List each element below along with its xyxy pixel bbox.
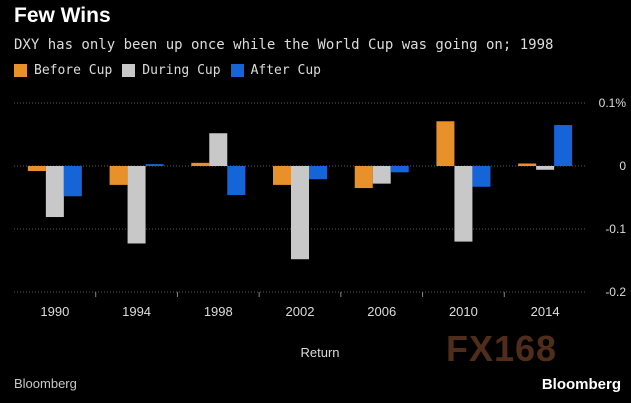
bar-after-2014 [554,125,573,166]
x-tick-label: 2002 [286,304,315,319]
x-tick-label: 1994 [122,304,151,319]
y-tick-label: 0.1% [599,96,627,110]
bar-after-2002 [309,166,327,180]
bar-before-2002 [273,166,291,185]
bar-after-1998 [227,166,246,195]
bar-after-1994 [145,164,164,166]
chart-title: Few Wins [14,4,111,27]
bar-before-1998 [191,162,210,166]
x-tick-label: 1990 [40,304,69,319]
bar-before-2006 [354,166,373,189]
x-tick-label: 2006 [367,304,396,319]
bar-during-1994 [127,166,146,244]
bar-after-2006 [390,166,409,173]
legend-item-before: Before Cup [14,63,112,78]
legend: Before Cup During Cup After Cup [14,63,331,78]
bar-during-1990 [45,166,64,218]
fx168-watermark: FX168 [446,328,558,369]
bar-before-2014 [518,163,537,166]
legend-swatch-before [14,64,27,77]
y-tick-label: 0 [619,159,626,173]
bar-during-2010 [454,166,473,242]
bar-during-2002 [291,166,309,260]
chart-subtitle: DXY has only been up once while the Worl… [14,37,554,53]
x-tick-label: 2014 [531,304,560,319]
bar-after-1990 [63,166,82,197]
bar-during-1998 [209,133,228,166]
legend-item-during: During Cup [122,63,221,78]
legend-item-after: After Cup [230,63,322,78]
x-axis-label: Return [300,345,339,360]
bar-before-2010 [436,121,455,166]
source-label: Bloomberg [14,376,77,391]
x-tick-label: 1998 [204,304,233,319]
legend-label-after: After Cup [250,63,322,78]
x-tick-label: 2010 [449,304,478,319]
legend-swatch-after [230,64,244,77]
bar-during-2006 [372,166,391,184]
bar-after-2010 [472,166,491,187]
legend-swatch-during [122,64,136,77]
legend-label-before: Before Cup [34,63,113,78]
bar-during-2014 [536,166,555,170]
legend-label-during: During Cup [142,63,221,78]
y-tick-label: -0.2 [605,285,626,299]
bar-before-1994 [109,166,128,185]
bloomberg-logo: Bloomberg [541,376,621,393]
bar-before-1990 [27,166,46,172]
y-tick-label: -0.1 [605,222,626,236]
